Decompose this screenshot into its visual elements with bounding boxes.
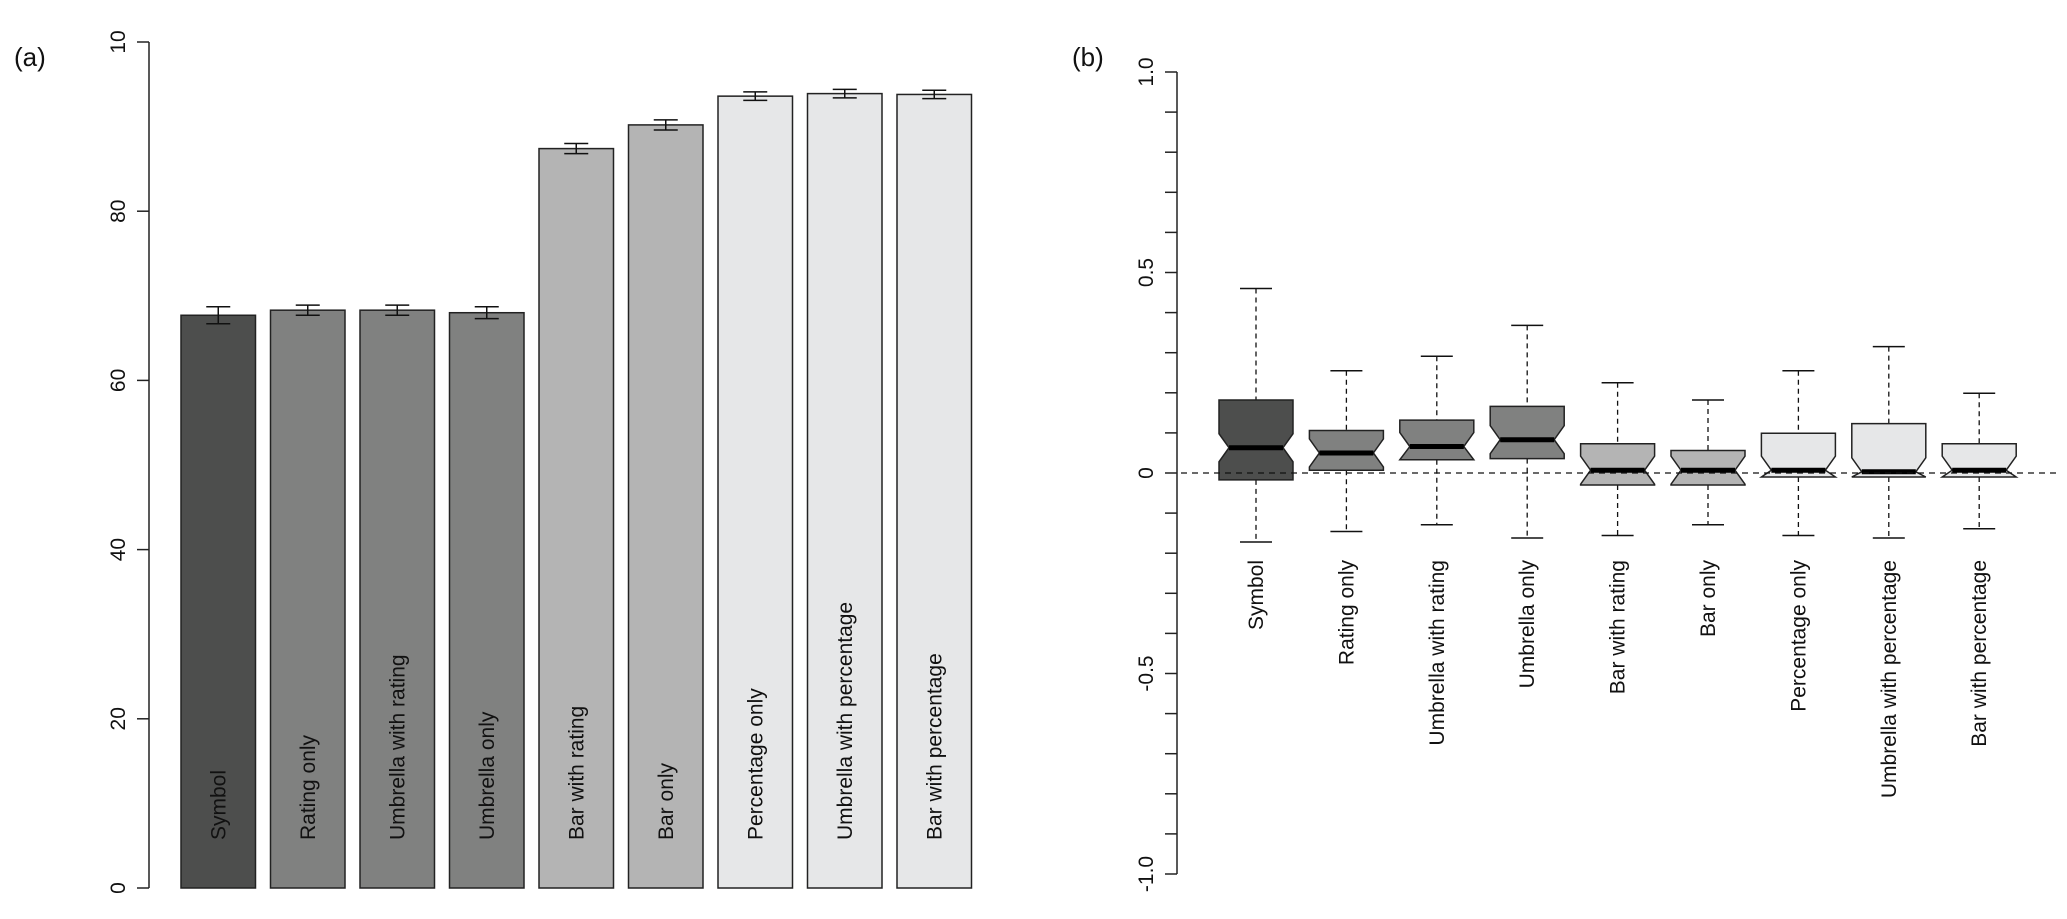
bar	[627, 124, 704, 889]
notched-box	[1579, 442, 1656, 486]
notched-box	[1489, 405, 1565, 460]
category-label: Symbol	[1245, 560, 1268, 630]
category-label: Rating only	[1335, 560, 1358, 666]
box	[1670, 399, 1746, 526]
y-tick-label: 0	[1135, 467, 1158, 479]
panel-a-label: (a)	[14, 42, 46, 72]
category-label: Umbrella with percentage	[1878, 560, 1901, 798]
category-label: Bar only	[1697, 560, 1720, 638]
bar	[359, 309, 436, 889]
box	[1489, 324, 1565, 539]
notched-box	[1398, 419, 1476, 461]
category-label: Umbrella with percentage	[834, 602, 857, 840]
panel-a-bar-chart: (a) 0 20 40 60 80 10 Symbol Rating only Umbrella…	[14, 30, 973, 894]
box	[1758, 369, 1838, 537]
box	[1308, 369, 1385, 533]
y-tick-label: 0.5	[1135, 258, 1158, 287]
y-tick-label: 60	[107, 369, 130, 392]
category-label: Bar with percentage	[923, 653, 946, 840]
category-label: Rating only	[297, 734, 320, 840]
box	[1218, 287, 1294, 543]
y-tick-label: -1.0	[1135, 856, 1158, 892]
category-label: Percentage only	[744, 688, 767, 840]
notched-box	[1758, 432, 1838, 478]
box	[1851, 345, 1927, 539]
y-tick-label: -0.5	[1135, 655, 1158, 691]
category-label: Bar with percentage	[1968, 560, 1991, 747]
panel-b-label: (b)	[1072, 42, 1104, 72]
notched-box	[1308, 429, 1385, 471]
box	[1398, 355, 1476, 526]
category-label: Bar only	[655, 762, 678, 840]
category-label: Umbrella with rating	[1426, 560, 1449, 746]
box	[1579, 382, 1656, 537]
category-label: Umbrella only	[1516, 560, 1539, 689]
y-tick-label: 0	[107, 882, 130, 894]
y-tick-label: 10	[107, 30, 130, 53]
bar	[269, 309, 346, 889]
bar	[896, 93, 973, 889]
y-tick-label: 80	[107, 200, 130, 223]
notched-box	[1851, 422, 1927, 478]
category-label: Percentage only	[1787, 560, 1810, 712]
category-label: Symbol	[207, 770, 230, 840]
category-label: Umbrella only	[476, 711, 499, 840]
category-label: Bar with rating	[565, 706, 588, 840]
y-tick-label: 1.0	[1135, 57, 1158, 86]
bar	[717, 95, 794, 889]
y-tick-label: 40	[107, 538, 130, 561]
bar	[448, 311, 525, 889]
category-label: Bar with rating	[1607, 560, 1630, 694]
box	[1939, 392, 2019, 530]
bar	[180, 314, 257, 889]
y-tick-label: 20	[107, 707, 130, 730]
panel-b-boxplot: (b) -1.0 -0.5 0 0.5 1.0 Symbol Rating only Umbr…	[1072, 42, 2060, 892]
bar	[806, 92, 883, 889]
category-label: Umbrella with rating	[386, 654, 409, 840]
bar	[538, 147, 615, 889]
notched-box	[1218, 399, 1294, 481]
